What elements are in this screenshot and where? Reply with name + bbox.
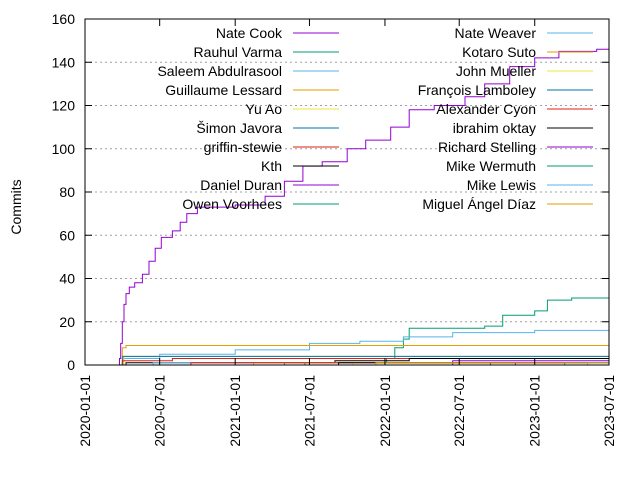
series-line-0 [117, 48, 609, 366]
x-axis-ticks: 2020-01-01 2020-07-01 2021-01-01 2021-07-01… [77, 19, 617, 447]
x-tick-label: 2023-01-01 [527, 375, 543, 447]
y-tick-label: 60 [59, 227, 75, 243]
legend-label: Rauhul Varma [194, 44, 283, 60]
legend-label: ibrahim oktay [453, 120, 536, 136]
series-line-6 [119, 358, 609, 366]
legend: Nate Cook Rauhul Varma Saleem Abdulrasool G… [157, 25, 593, 212]
legend-label: Saleem Abdulrasool [157, 63, 282, 79]
legend-label: Kotaro Suto [462, 44, 536, 60]
y-tick-label: 0 [67, 357, 75, 373]
y-tick-label: 140 [52, 54, 76, 70]
y-tick-label: 100 [52, 141, 76, 157]
y-tick-label: 20 [59, 314, 75, 330]
legend-label: griffin-stewie [204, 139, 283, 155]
y-tick-label: 120 [52, 98, 76, 114]
legend-label: Šimon Javora [196, 120, 282, 136]
x-tick-label: 2020-01-01 [77, 375, 93, 447]
legend-label: Nate Cook [216, 25, 283, 41]
legend-label: François Lamboley [418, 82, 536, 98]
legend-label: Mike Wermuth [446, 158, 536, 174]
legend-label: Daniel Duran [200, 177, 282, 193]
series-line-3 [119, 345, 609, 366]
y-tick-label: 160 [52, 11, 76, 27]
y-tick-label: 40 [59, 271, 75, 287]
x-tick-label: 2021-07-01 [301, 375, 317, 447]
y-tick-label: 80 [59, 184, 75, 200]
legend-label: Mike Lewis [467, 177, 536, 193]
series-line-7 [122, 358, 609, 366]
x-tick-label: 2022-07-01 [451, 375, 467, 447]
legend-label: Nate Weaver [455, 25, 537, 41]
x-tick-label: 2023-07-01 [601, 375, 617, 447]
legend-label: Guillaume Lessard [165, 82, 282, 98]
x-tick-label: 2021-01-01 [227, 375, 243, 447]
legend-label: Yu Ao [245, 101, 282, 117]
x-tick-label: 2020-07-01 [152, 375, 168, 447]
series-line-2 [119, 329, 609, 366]
y-axis-ticks: 0 20 40 60 80 100 120 140 160 [52, 11, 609, 373]
legend-label: Richard Stelling [438, 139, 536, 155]
grid-lines [85, 61, 609, 323]
legend-label: Miguel Ángel Díaz [422, 196, 536, 212]
series-line-1 [240, 297, 609, 366]
x-tick-label: 2022-01-01 [377, 375, 393, 447]
legend-label: Owen Voorhees [182, 196, 282, 212]
y-axis-label: Commits [8, 179, 24, 234]
legend-label: Alexander Cyon [436, 101, 536, 117]
legend-label: John Mueller [456, 63, 536, 79]
legend-label: Kth [261, 158, 282, 174]
